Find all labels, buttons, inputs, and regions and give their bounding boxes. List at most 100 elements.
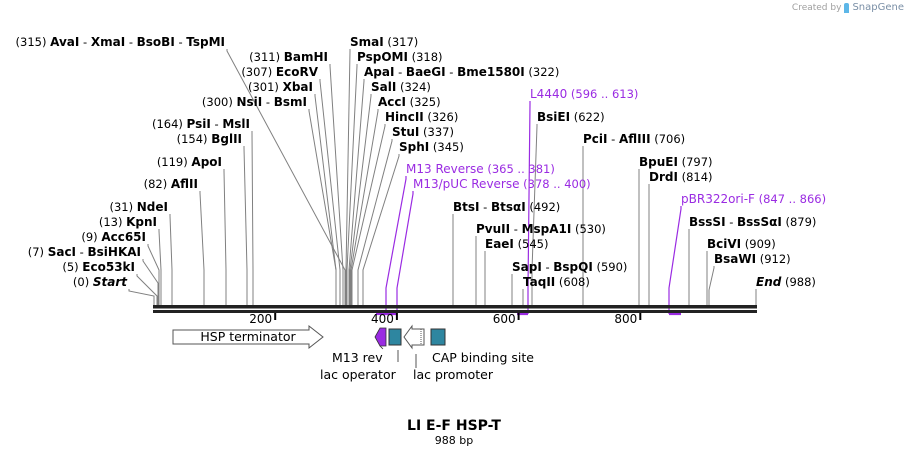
- enzyme-name[interactable]: BtsαI: [491, 200, 526, 214]
- enzyme-name[interactable]: StuI: [392, 125, 419, 139]
- enzyme-name[interactable]: BamHI: [284, 50, 328, 64]
- enzyme-site-label[interactable]: DrdI (814): [649, 170, 713, 184]
- enzyme-site-label[interactable]: StuI (337): [392, 125, 454, 139]
- enzyme-site-label[interactable]: (315) AvaI - XmaI - BsoBI - TspMI: [16, 35, 225, 49]
- enzyme-site-label[interactable]: SapI - BspQI (590): [512, 260, 627, 274]
- enzyme-site-label[interactable]: (13) KpnI: [99, 215, 157, 229]
- enzyme-site-label[interactable]: TaqII (608): [523, 275, 590, 289]
- enzyme-name[interactable]: BciVI: [707, 237, 741, 251]
- enzyme-site-label[interactable]: (31) NdeI: [109, 200, 168, 214]
- enzyme-site-label[interactable]: (9) Acc65I: [81, 230, 146, 244]
- enzyme-site-label[interactable]: (311) BamHI: [249, 50, 328, 64]
- primer-name[interactable]: pBR322ori-F: [681, 192, 755, 206]
- primer-label[interactable]: pBR322ori-F (847 .. 866): [681, 192, 826, 206]
- enzyme-name[interactable]: BsmI: [274, 95, 307, 109]
- enzyme-name[interactable]: PvuII: [476, 222, 510, 236]
- enzyme-name[interactable]: BsaWI: [714, 252, 756, 266]
- enzyme-name[interactable]: PspOMI: [357, 50, 408, 64]
- enzyme-site-label[interactable]: HincII (326): [385, 110, 458, 124]
- enzyme-site-label[interactable]: (119) ApoI: [157, 155, 222, 169]
- feature-lac-promoter-arrow[interactable]: [403, 324, 425, 350]
- enzyme-site-label[interactable]: (300) NsiI - BsmI: [202, 95, 307, 109]
- enzyme-site-label[interactable]: ApaI - BaeGI - Bme1580I (322): [364, 65, 559, 79]
- enzyme-name[interactable]: AccI: [378, 95, 406, 109]
- enzyme-name[interactable]: BsiHKAI: [88, 245, 142, 259]
- primer-range: (596 .. 613): [571, 87, 639, 101]
- enzyme-name[interactable]: BpuEI: [639, 155, 678, 169]
- enzyme-site-label[interactable]: SphI (345): [399, 140, 464, 154]
- primer-label[interactable]: M13/pUC Reverse (378 .. 400): [413, 177, 591, 191]
- enzyme-site-label[interactable]: (7) SacI - BsiHKAI: [28, 245, 141, 259]
- enzyme-site-label[interactable]: (307) EcoRV: [241, 65, 318, 79]
- enzyme-site-label[interactable]: BssSI - BssSαI (879): [689, 215, 816, 229]
- feature-hsp-terminator-arrow[interactable]: [172, 324, 324, 350]
- primer-name[interactable]: L4440: [530, 87, 567, 101]
- enzyme-site-label[interactable]: PciI - AflIII (706): [583, 132, 685, 146]
- feature-m13-rev-arrow[interactable]: [374, 327, 387, 347]
- enzyme-name[interactable]: KpnI: [126, 215, 157, 229]
- enzyme-name[interactable]: BspQI: [553, 260, 593, 274]
- enzyme-name[interactable]: SmaI: [350, 35, 384, 49]
- enzyme-name[interactable]: End: [756, 275, 782, 289]
- enzyme-name[interactable]: Start: [93, 275, 128, 289]
- enzyme-name[interactable]: NsiI: [237, 95, 263, 109]
- enzyme-site-label[interactable]: (82) AflII: [144, 177, 198, 191]
- enzyme-site-label[interactable]: (5) Eco53kI: [62, 260, 135, 274]
- primer-name[interactable]: M13/pUC Reverse: [413, 177, 520, 191]
- enzyme-name[interactable]: Acc65I: [101, 230, 146, 244]
- enzyme-name[interactable]: BsiEI: [537, 110, 570, 124]
- enzyme-site-label[interactable]: BtsI - BtsαI (492): [453, 200, 560, 214]
- enzyme-name[interactable]: BglII: [211, 132, 242, 146]
- enzyme-name[interactable]: SacI: [48, 245, 76, 259]
- feature-lac-operator-box[interactable]: [388, 328, 402, 346]
- enzyme-name[interactable]: AflIII: [619, 132, 651, 146]
- enzyme-site-label[interactable]: BciVI (909): [707, 237, 776, 251]
- enzyme-name[interactable]: XbaI: [283, 80, 313, 94]
- feature-cap-binding-site-box[interactable]: [430, 328, 446, 346]
- enzyme-site-label[interactable]: (164) PsiI - MslI: [152, 117, 250, 131]
- enzyme-name[interactable]: SapI: [512, 260, 542, 274]
- enzyme-name[interactable]: NdeI: [137, 200, 168, 214]
- enzyme-site-label[interactable]: BsaWI (912): [714, 252, 791, 266]
- enzyme-name[interactable]: EcoRV: [276, 65, 319, 79]
- enzyme-name[interactable]: HincII: [385, 110, 424, 124]
- enzyme-name[interactable]: MslI: [222, 117, 250, 131]
- enzyme-site-label[interactable]: SmaI (317): [350, 35, 418, 49]
- enzyme-name[interactable]: PciI: [583, 132, 608, 146]
- enzyme-site-label[interactable]: AccI (325): [378, 95, 441, 109]
- enzyme-name[interactable]: EaeI: [485, 237, 514, 251]
- enzyme-site-label[interactable]: PspOMI (318): [357, 50, 443, 64]
- enzyme-site-label[interactable]: SalI (324): [371, 80, 431, 94]
- enzyme-name[interactable]: BssSαI: [737, 215, 782, 229]
- enzyme-site-label[interactable]: BsiEI (622): [537, 110, 605, 124]
- enzyme-name[interactable]: BsoBI: [137, 35, 175, 49]
- enzyme-name[interactable]: AflII: [171, 177, 198, 191]
- enzyme-name[interactable]: Eco53kI: [82, 260, 135, 274]
- enzyme-site-label[interactable]: (301) XbaI: [248, 80, 313, 94]
- enzyme-site-label[interactable]: End (988): [756, 275, 816, 289]
- enzyme-name[interactable]: SphI: [399, 140, 429, 154]
- primer-label[interactable]: L4440 (596 .. 613): [530, 87, 638, 101]
- enzyme-name[interactable]: MspA1I: [522, 222, 572, 236]
- enzyme-site-label[interactable]: EaeI (545): [485, 237, 549, 251]
- enzyme-name[interactable]: SalI: [371, 80, 396, 94]
- enzyme-name[interactable]: PsiI: [187, 117, 211, 131]
- enzyme-site-label[interactable]: (154) BglII: [177, 132, 242, 146]
- enzyme-name[interactable]: XmaI: [91, 35, 125, 49]
- enzyme-name[interactable]: BssSI: [689, 215, 726, 229]
- enzyme-name[interactable]: BtsI: [453, 200, 480, 214]
- enzyme-name[interactable]: ApaI: [364, 65, 394, 79]
- enzyme-name[interactable]: AvaI: [50, 35, 79, 49]
- enzyme-name[interactable]: BaeGI: [406, 65, 446, 79]
- enzyme-site-label[interactable]: BpuEI (797): [639, 155, 713, 169]
- enzyme-name[interactable]: ApoI: [191, 155, 222, 169]
- primer-name[interactable]: M13 Reverse: [406, 162, 484, 176]
- enzyme-name[interactable]: DrdI: [649, 170, 678, 184]
- enzyme-name[interactable]: TaqII: [523, 275, 555, 289]
- enzyme-name[interactable]: Bme1580I: [457, 65, 525, 79]
- enzyme-name[interactable]: TspMI: [186, 35, 225, 49]
- enzyme-site-label[interactable]: PvuII - MspA1I (530): [476, 222, 606, 236]
- enzyme-site-label[interactable]: (0) Start: [73, 275, 128, 289]
- primer-label[interactable]: M13 Reverse (365 .. 381): [406, 162, 555, 176]
- plasmid-length: 988 bp: [435, 434, 473, 447]
